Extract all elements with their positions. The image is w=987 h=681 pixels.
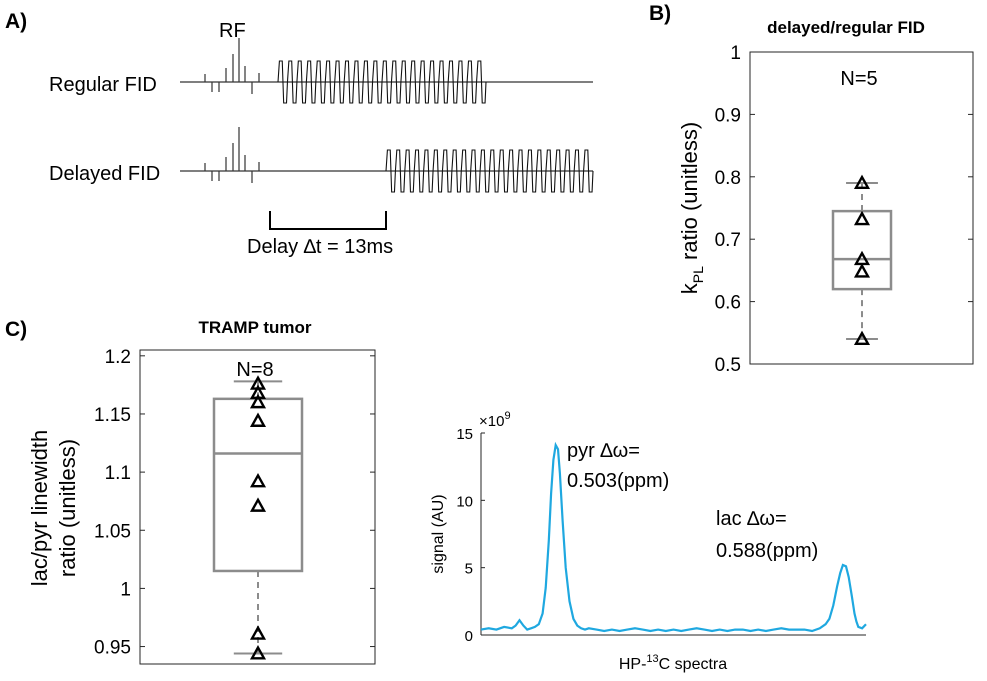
ytick-label: 0.7 — [715, 230, 741, 251]
chart-b-ylabel: kPL ratio (unitless) — [677, 122, 706, 294]
chart-c: TRAMP tumor 0.95 1 1.05 1.1 1.15 1.2 N=8 lac/… — [27, 318, 376, 665]
data-point-triangle — [249, 472, 267, 488]
ytick-label: 1 — [730, 43, 741, 64]
chart-b-n-label: N=5 — [840, 68, 877, 90]
spectrum-ytick-label: 0 — [465, 628, 473, 645]
ytick-label: 1.15 — [94, 405, 131, 426]
chart-c-ylabel-line2: ratio (unitless) — [55, 439, 80, 577]
fid-readout-regular — [277, 60, 487, 104]
panel-label-c: C) — [5, 318, 27, 341]
rf-label: RF — [219, 20, 246, 42]
pyr-annotation-line2: 0.503(ppm) — [567, 470, 669, 492]
chart-b-points — [853, 174, 871, 346]
data-point-triangle — [853, 263, 871, 278]
chart-b-boxplot — [831, 182, 893, 341]
chart-spectrum: ×109 0 5 10 15 signal (AU) HP-13C spectra p… — [430, 410, 867, 673]
ytick-label: 0.9 — [715, 105, 741, 126]
spectrum-ytick-label: 5 — [465, 561, 473, 578]
ytick-label: 1.05 — [94, 521, 131, 542]
lac-annotation-line2: 0.588(ppm) — [716, 540, 818, 562]
data-point-triangle — [853, 330, 871, 346]
chart-c-n-label: N=8 — [236, 359, 273, 381]
data-point-triangle — [853, 174, 871, 190]
chart-b-title: delayed/regular FID — [767, 18, 925, 37]
chart-c-points — [249, 375, 267, 660]
spectrum-yticks: 0 5 10 15 — [456, 426, 485, 645]
pulse-sequence-diagram: RF Regular FID Delayed FID Delay ∆t = 13… — [49, 20, 594, 258]
data-point-triangle — [249, 625, 267, 640]
spectrum-line — [480, 441, 867, 633]
data-point-triangle — [249, 393, 267, 409]
panel-label-b: B) — [649, 2, 671, 25]
ytick-label: 0.5 — [715, 355, 741, 376]
chart-b: delayed/regular FID 0.5 0.6 0.7 0.8 0.9 1 N=5… — [677, 18, 974, 376]
panel-label-a: A) — [5, 10, 27, 33]
ytick-label: 1 — [120, 579, 131, 600]
delayed-fid-label: Delayed FID — [49, 163, 160, 185]
chart-c-yticks: 0.95 1 1.05 1.1 1.15 1.2 — [94, 347, 375, 659]
spectrum-ytick-label: 15 — [456, 426, 473, 443]
spectrum-xlabel: HP-13C spectra — [619, 653, 727, 673]
delay-label: Delay ∆t = 13ms — [247, 236, 393, 258]
chart-c-axes-frame — [139, 349, 376, 665]
ytick-label: 0.95 — [94, 638, 131, 659]
data-point-triangle — [853, 210, 871, 226]
ytick-label: 1.2 — [105, 347, 131, 368]
data-point-triangle — [249, 645, 267, 660]
chart-c-boxplot — [212, 380, 304, 655]
ytick-label: 0.6 — [715, 293, 741, 314]
regular-fid-label: Regular FID — [49, 74, 157, 96]
spectrum-ytick-label: 10 — [456, 493, 473, 510]
fid-readout-delayed — [385, 149, 594, 193]
delay-bracket — [269, 211, 387, 230]
data-point-triangle — [249, 412, 267, 427]
pyr-annotation-line1: pyr ∆ω= — [567, 440, 640, 462]
spectrum-exponent: ×109 — [479, 410, 511, 430]
chart-c-ylabel-line1: lac/pyr linewidth — [27, 430, 52, 587]
chart-c-title: TRAMP tumor — [198, 318, 311, 337]
ytick-label: 1.1 — [105, 463, 131, 484]
ytick-label: 0.8 — [715, 168, 741, 189]
spectrum-ylabel: signal (AU) — [430, 494, 447, 573]
data-point-triangle — [249, 497, 267, 512]
chart-b-yticks: 0.5 0.6 0.7 0.8 0.9 1 — [715, 43, 973, 376]
chart-b-axes-frame — [749, 51, 974, 365]
lac-annotation-line1: lac ∆ω= — [716, 508, 787, 530]
